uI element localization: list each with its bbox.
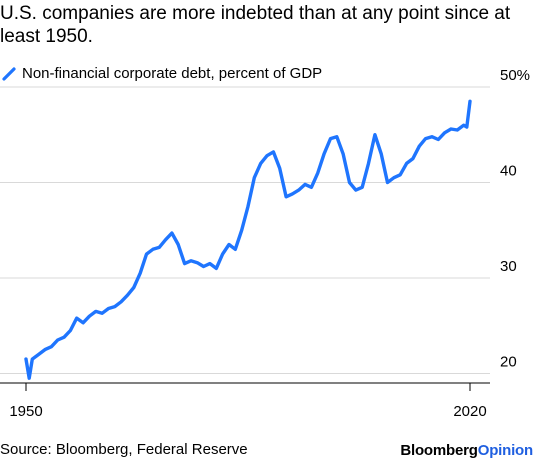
source-note: Source: Bloomberg, Federal Reserve (0, 441, 248, 458)
x-tick-label-1950: 1950 (9, 403, 42, 420)
legend-label: Non-financial corporate debt, percent of… (22, 65, 323, 82)
brand-logo-part1: Bloomberg (400, 442, 478, 459)
chart-title: U.S. companies are more indebted than at… (0, 3, 511, 47)
y-tick-label-30: 30 (500, 258, 517, 275)
series-line-0 (24, 99, 472, 380)
y-tick-label-50: 50% (500, 67, 530, 84)
brand-logo: BloombergOpinion (400, 441, 533, 461)
y-tick-label-40: 40 (500, 162, 517, 179)
line-chart: 20 30 40 50% 1950 2020 (0, 67, 530, 420)
brand-logo-part2: Opinion (477, 442, 533, 459)
x-tick-label-2020: 2020 (453, 403, 486, 420)
y-tick-label-20: 20 (500, 353, 517, 370)
legend-swatch (2, 67, 16, 81)
